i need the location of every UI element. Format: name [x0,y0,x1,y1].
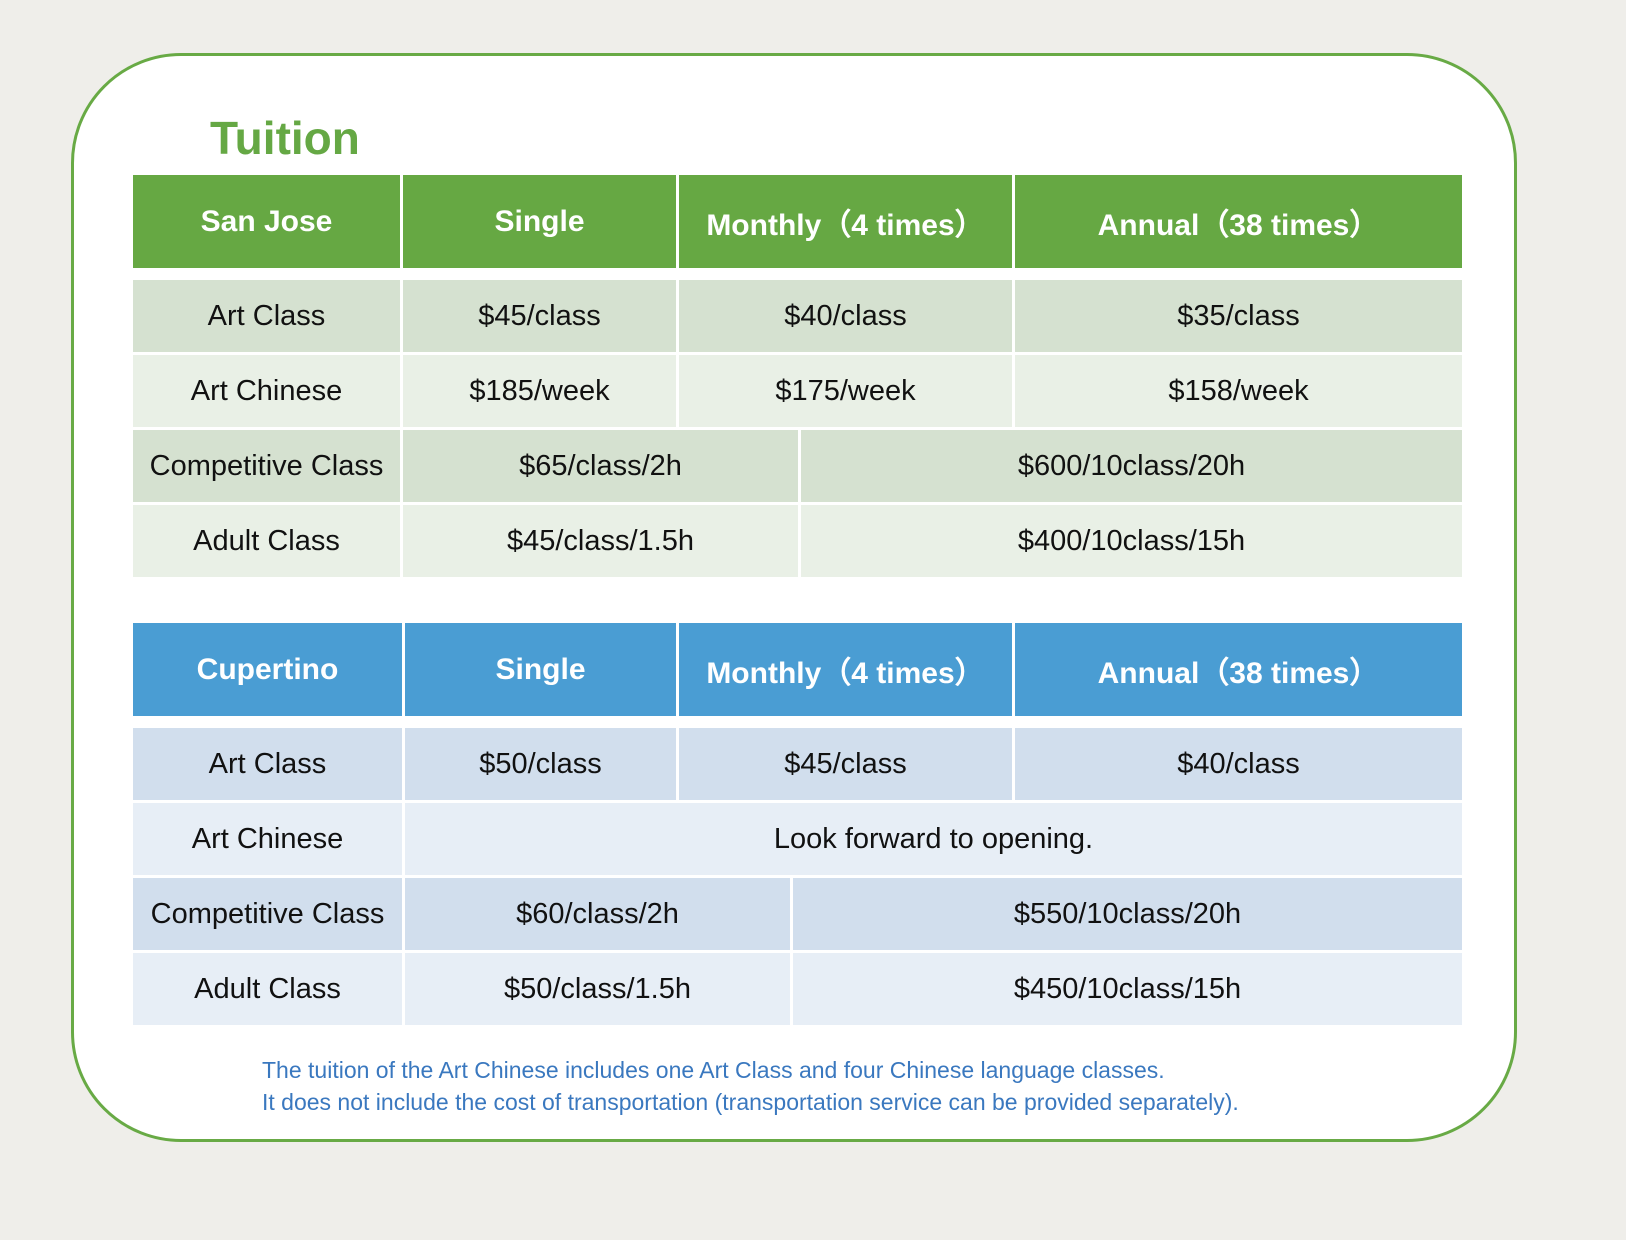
annual-header: Annual（38 times） [1012,620,1465,719]
table-row: Art Class $45/class $40/class $35/class [130,277,1465,355]
price-cell: $40/class [1012,725,1465,803]
price-cell: $185/week [400,352,679,430]
row-label: Art Chinese [130,800,405,878]
page-title: Tuition [210,112,360,164]
table-row: Competitive Class $60/class/2h $550/10cl… [130,875,1465,953]
location-header: San Jose [130,172,403,271]
price-cell: $45/class [676,725,1015,803]
monthly-header: Monthly（4 times） [676,172,1015,271]
price-cell: $50/class [402,725,679,803]
row-label: Adult Class [130,502,403,580]
row-label: Competitive Class [130,875,405,953]
price-cell: $50/class/1.5h [402,950,793,1028]
cupertino-tuition-table: Cupertino Single Monthly（4 times） Annual… [130,620,1465,1028]
single-header: Single [400,172,679,271]
tuition-note: The tuition of the Art Chinese includes … [262,1054,1239,1118]
annual-header: Annual（38 times） [1012,172,1465,271]
row-label: Art Class [130,725,405,803]
row-label: Adult Class [130,950,405,1028]
price-cell: $65/class/2h [400,427,801,505]
price-cell: $450/10class/15h [790,950,1465,1028]
table-row: Competitive Class $65/class/2h $600/10cl… [130,427,1465,505]
price-cell: $158/week [1012,352,1465,430]
row-label: Art Class [130,277,403,355]
table-header-row: Cupertino Single Monthly（4 times） Annual… [130,620,1465,719]
location-header: Cupertino [130,620,405,719]
opening-message: Look forward to opening. [402,800,1465,878]
price-cell: $40/class [676,277,1015,355]
price-cell: $45/class/1.5h [400,502,801,580]
table-row: Art Class $50/class $45/class $40/class [130,725,1465,803]
row-label: Competitive Class [130,427,403,505]
table-row: Art Chinese $185/week $175/week $158/wee… [130,352,1465,430]
row-label: Art Chinese [130,352,403,430]
price-cell: $550/10class/20h [790,875,1465,953]
note-line: The tuition of the Art Chinese includes … [262,1057,1165,1083]
price-cell: $400/10class/15h [798,502,1465,580]
single-header: Single [402,620,679,719]
price-cell: $45/class [400,277,679,355]
price-cell: $600/10class/20h [798,427,1465,505]
price-cell: $35/class [1012,277,1465,355]
san-jose-tuition-table: San Jose Single Monthly（4 times） Annual（… [130,172,1465,580]
monthly-header: Monthly（4 times） [676,620,1015,719]
note-line: It does not include the cost of transpor… [262,1089,1239,1115]
price-cell: $175/week [676,352,1015,430]
table-header-row: San Jose Single Monthly（4 times） Annual（… [130,172,1465,271]
table-row: Adult Class $50/class/1.5h $450/10class/… [130,950,1465,1028]
price-cell: $60/class/2h [402,875,793,953]
table-row: Adult Class $45/class/1.5h $400/10class/… [130,502,1465,580]
table-row: Art Chinese Look forward to opening. [130,800,1465,878]
